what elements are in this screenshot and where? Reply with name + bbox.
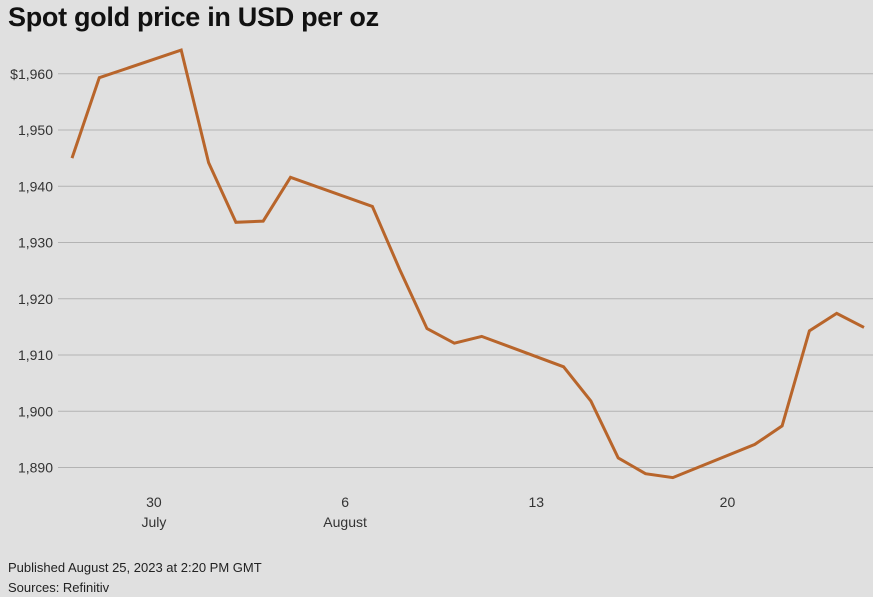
- y-tick-label-0: $1,960: [10, 66, 53, 82]
- y-tick-label-4: 1,920: [18, 291, 53, 307]
- y-tick-label-6: 1,900: [18, 403, 53, 419]
- data-point-14: [617, 456, 620, 459]
- data-point-16: [671, 476, 674, 479]
- published-note: Published August 25, 2023 at 2:20 PM GMT: [8, 560, 262, 575]
- x-tick-label-3: 20: [720, 494, 736, 510]
- x-tick-sublabel-0: July: [141, 514, 166, 530]
- x-tick-label-2: 13: [528, 494, 544, 510]
- data-point-6: [289, 176, 292, 179]
- y-tick-label-2: 1,940: [18, 178, 53, 194]
- grid-lines: [58, 73, 873, 468]
- series-line-0: [70, 48, 865, 480]
- data-point-5: [262, 220, 265, 223]
- chart-title: Spot gold price in USD per oz: [8, 2, 379, 32]
- x-tick-label-0: 30: [146, 494, 162, 510]
- data-point-1: [98, 76, 101, 79]
- x-tick-label-1: 6: [341, 494, 349, 510]
- data-point-9: [426, 327, 429, 330]
- x-tick-sublabel-1: August: [323, 514, 367, 530]
- data-point-19: [808, 329, 811, 332]
- data-point-4: [234, 221, 237, 224]
- y-tick-label-3: 1,930: [18, 235, 53, 251]
- data-point-0: [71, 157, 74, 160]
- data-point-3: [207, 161, 210, 164]
- data-point-12: [562, 365, 565, 368]
- series-group: [70, 48, 866, 480]
- data-point-18: [781, 424, 784, 427]
- y-axis-ticks: $1,960 1,950 1,940 1,930 1,920 1,910 1,900 1,89…: [10, 66, 53, 476]
- x-axis-ticks: 30 July 6 August 13 20: [141, 494, 735, 530]
- data-point-17: [753, 443, 756, 446]
- data-point-11: [480, 335, 483, 338]
- data-point-7: [371, 205, 374, 208]
- sources-note: Sources: Refinitiv: [8, 580, 110, 595]
- data-point-20: [835, 312, 838, 315]
- data-point-2: [180, 49, 183, 52]
- data-point-21: [863, 326, 866, 329]
- y-tick-label-1: 1,950: [18, 122, 53, 138]
- y-tick-label-5: 1,910: [18, 347, 53, 363]
- data-point-13: [589, 400, 592, 403]
- data-point-15: [644, 472, 647, 475]
- y-tick-label-7: 1,890: [18, 460, 53, 476]
- data-point-8: [398, 268, 401, 271]
- data-point-10: [453, 342, 456, 345]
